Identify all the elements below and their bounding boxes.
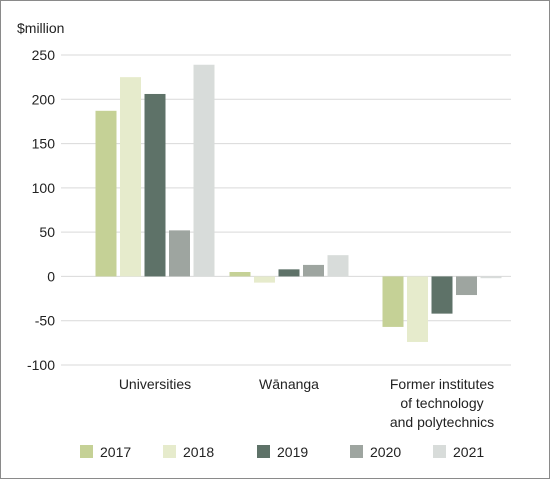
bar <box>120 77 141 277</box>
bar <box>193 64 215 277</box>
y-axis-unit-label: $million <box>17 20 64 36</box>
y-tick-label: 250 <box>32 47 56 63</box>
bar <box>382 276 404 327</box>
category-label: of technology <box>400 395 483 411</box>
legend-swatch <box>433 445 446 458</box>
legend-label: 2020 <box>370 444 401 460</box>
category-label: Universities <box>119 376 191 392</box>
legend-swatch <box>163 445 176 458</box>
y-tick-label: 100 <box>32 180 56 196</box>
bar <box>95 110 117 277</box>
category-label: Wānanga <box>259 376 319 392</box>
bar <box>278 269 300 277</box>
bar <box>456 276 477 296</box>
legend-swatch <box>80 445 93 458</box>
bar <box>407 276 428 342</box>
bar <box>327 255 349 277</box>
category-label: Former institutes <box>390 376 494 392</box>
bar <box>229 272 251 277</box>
y-tick-label: 0 <box>47 268 55 284</box>
legend-swatch <box>350 445 363 458</box>
legend-swatch <box>257 445 270 458</box>
legend-label: 2021 <box>453 444 484 460</box>
bar <box>169 230 190 277</box>
legend-label: 2019 <box>277 444 308 460</box>
bar <box>303 264 324 277</box>
legend-label: 2018 <box>183 444 214 460</box>
legend-label: 2017 <box>100 444 131 460</box>
bar <box>431 276 453 314</box>
bar <box>144 93 166 277</box>
y-tick-label: 200 <box>32 91 56 107</box>
bar <box>254 276 275 283</box>
y-tick-label: -50 <box>35 313 55 329</box>
y-tick-label: -100 <box>27 357 55 373</box>
y-tick-label: 50 <box>39 224 55 240</box>
y-tick-label: 150 <box>32 136 56 152</box>
bar <box>480 276 502 279</box>
category-label: and polytechnics <box>390 414 494 430</box>
